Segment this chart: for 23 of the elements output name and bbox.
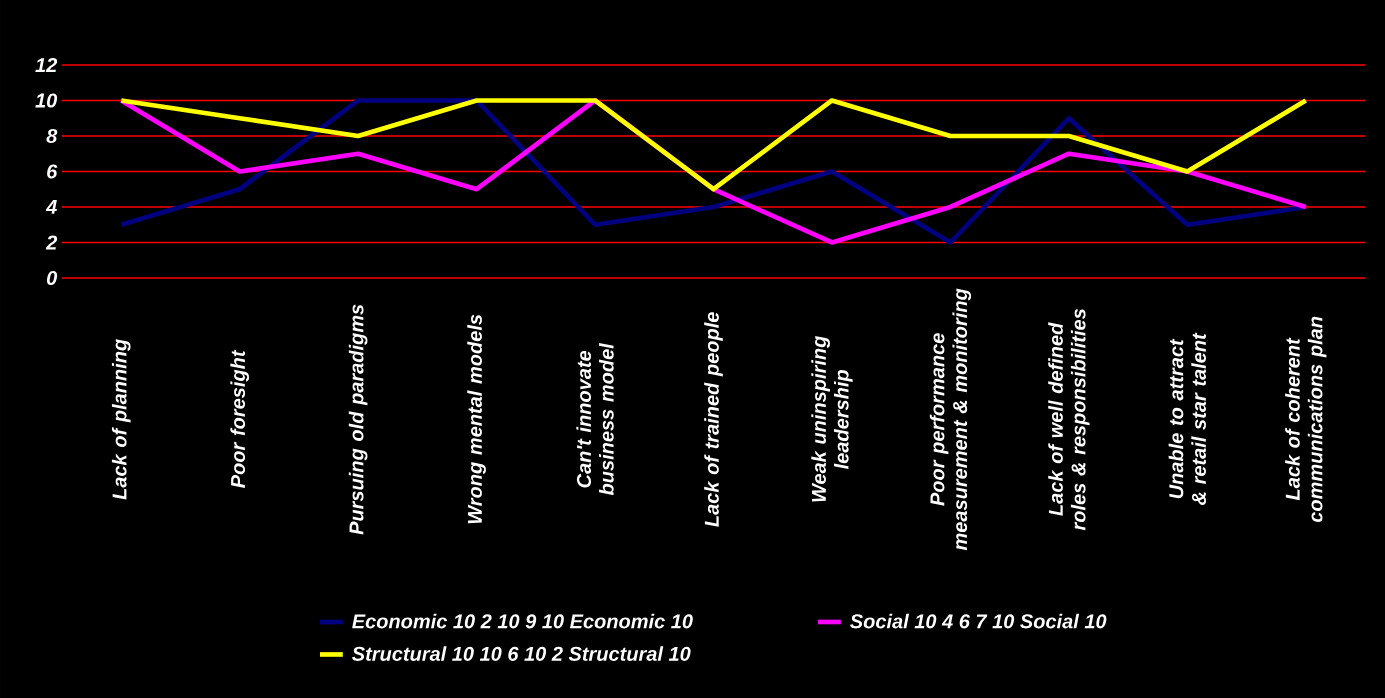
y-tick-label: 0 [47,270,58,286]
x-tick-label: Lack of planning [111,339,131,500]
y-tick-label: 8 [46,128,58,144]
x-tick-label: Weak uninspiring leadership [811,335,853,502]
x-tick-label: Wrong mental models [467,314,486,524]
y-tick-label: 6 [47,164,58,179]
x-tick-label: Poor foresight [230,349,249,488]
x-tick-label: Lack of well defined roles & responsibilities [1048,308,1090,531]
line-series [118,98,1309,245]
x-tick-label: Can't innovate business model [576,342,614,496]
legend-label: Economic 10 2 10 9 10 Economic 10 [352,613,693,629]
x-tick-label: Unable to attract & retail star talent [1168,332,1206,506]
line-series [118,98,1309,192]
legend-label: Social 10 4 6 7 10 Social 10 [850,613,1107,629]
x-tick-label: Poor performance measurement & monitoring [929,288,972,551]
y-tick-label: 10 [35,93,58,108]
x-tick-label: Pursuing old paradigms [348,304,368,535]
y-tick-label: 4 [45,200,57,214]
y-tick-label: 12 [35,58,58,72]
x-tick-label: Lack of trained people [704,312,723,527]
x-tick-label: Lack of coherent communications plan [1285,316,1327,523]
y-tick-label: 2 [45,235,58,250]
legend-label: Structural 10 10 6 10 2 Structural 10 [352,646,691,661]
